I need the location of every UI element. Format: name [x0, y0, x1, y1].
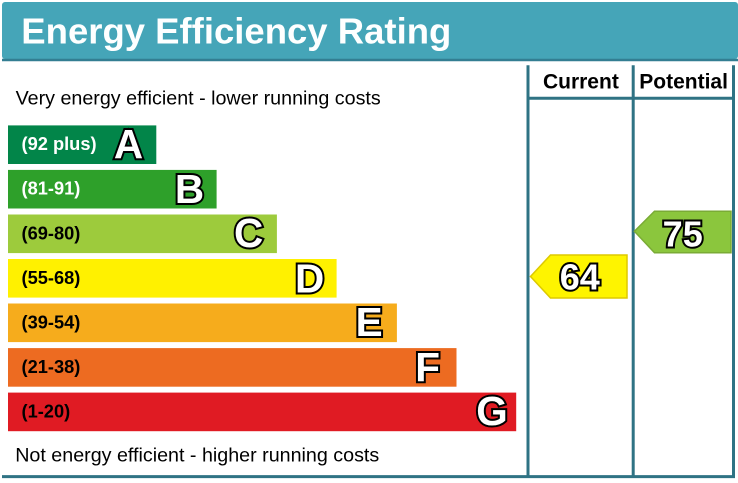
svg-text:C: C	[234, 210, 263, 256]
svg-text:75: 75	[663, 213, 703, 254]
svg-text:F: F	[415, 344, 440, 390]
svg-text:Not energy efficient - higher: Not energy efficient - higher running co…	[15, 445, 379, 467]
svg-text:G: G	[476, 388, 508, 434]
svg-text:A: A	[114, 121, 143, 167]
svg-text:64: 64	[560, 257, 600, 298]
svg-text:(55-68): (55-68)	[22, 267, 81, 288]
svg-text:B: B	[175, 166, 204, 212]
svg-text:Current: Current	[543, 71, 619, 94]
svg-text:Potential: Potential	[639, 71, 728, 94]
svg-text:(69-80): (69-80)	[22, 222, 81, 243]
svg-text:E: E	[356, 299, 383, 345]
svg-text:Energy Efficiency Rating: Energy Efficiency Rating	[21, 11, 451, 52]
svg-text:(21-38): (21-38)	[22, 356, 81, 377]
svg-text:D: D	[295, 255, 324, 301]
svg-text:(81-91): (81-91)	[22, 178, 81, 199]
svg-text:(1-20): (1-20)	[22, 400, 71, 421]
svg-text:(39-54): (39-54)	[22, 311, 81, 332]
svg-text:Very energy efficient - lower: Very energy efficient - lower running co…	[16, 87, 381, 109]
svg-text:(92 plus): (92 plus)	[22, 133, 97, 154]
